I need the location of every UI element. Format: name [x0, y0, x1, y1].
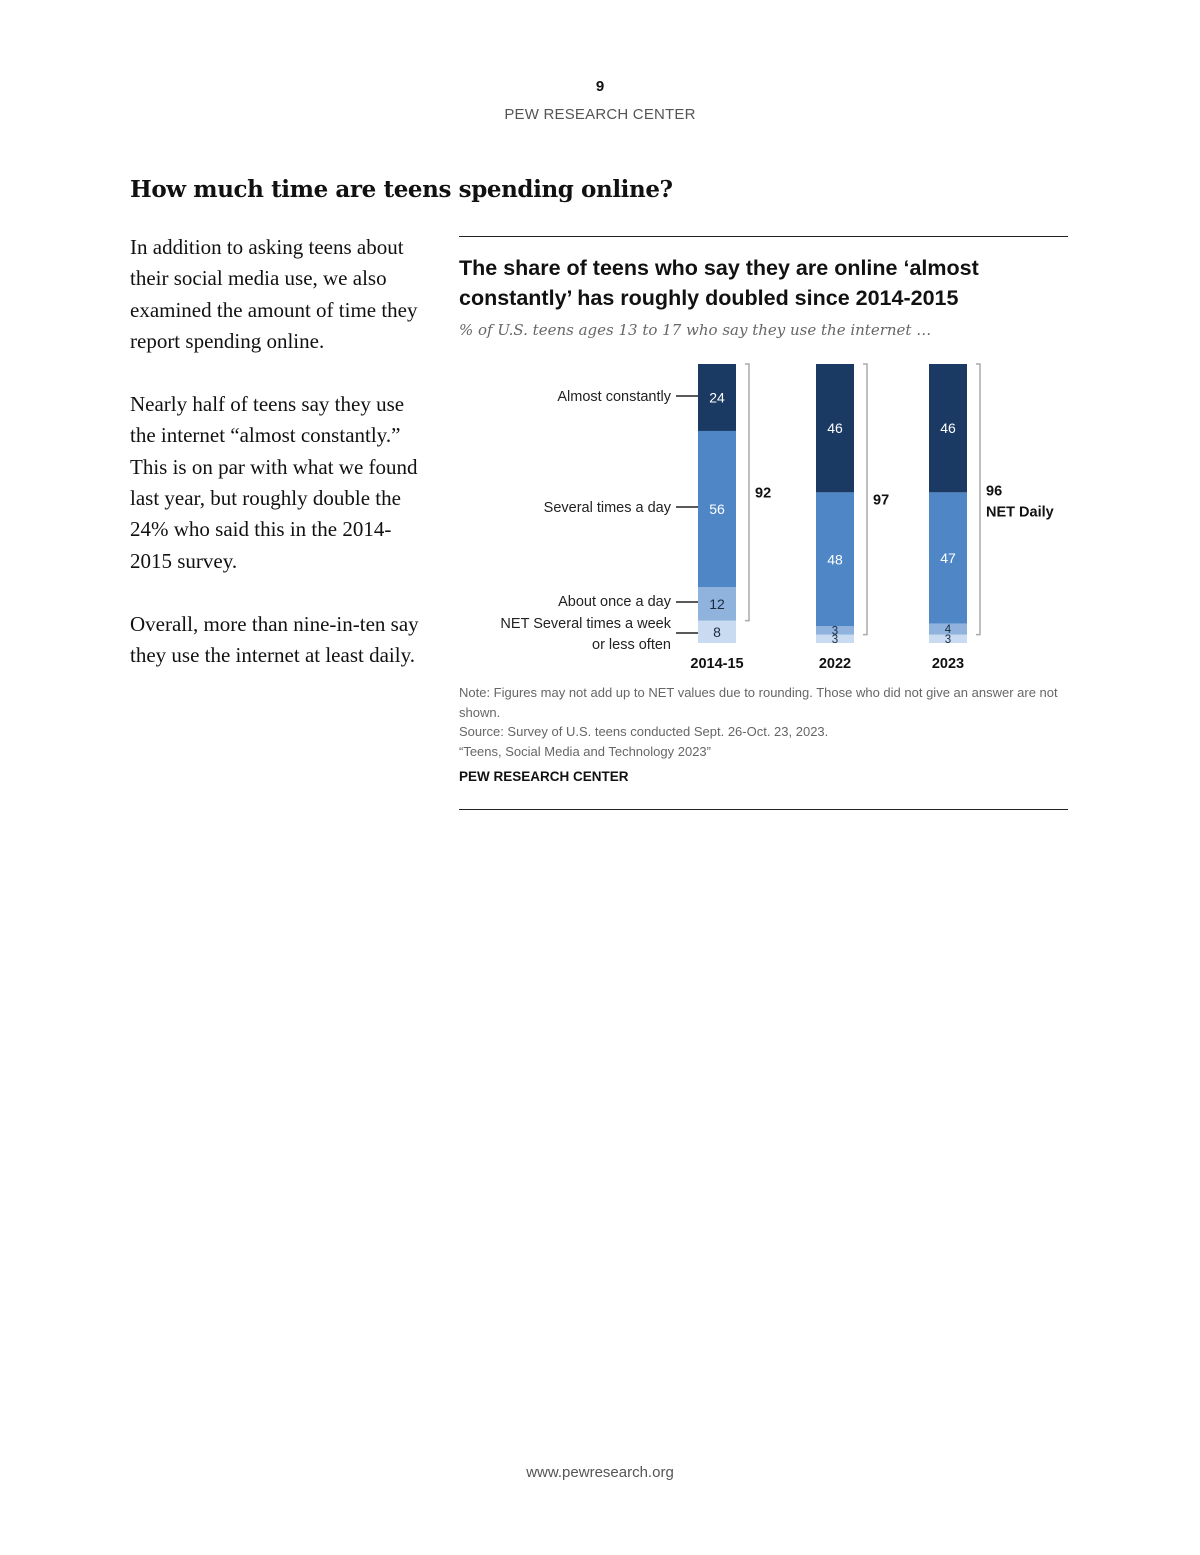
data-label: 56	[709, 501, 725, 517]
header-organization: PEW RESEARCH CENTER	[504, 106, 696, 123]
data-label: 3	[945, 634, 951, 646]
chart-source: Source: Survey of U.S. teens conducted S…	[459, 724, 829, 739]
page-number: 9	[595, 78, 605, 95]
stacked-bar-chart: 81256242014-1592334846202297344746202396…	[500, 363, 1054, 672]
x-tick-label: 2022	[819, 656, 851, 672]
chart-title: The share of teens who say they are onli…	[459, 256, 979, 310]
chart-organization: PEW RESEARCH CENTER	[459, 769, 629, 784]
data-label: 48	[827, 551, 843, 567]
chart-notes: Note: Figures may not add up to NET valu…	[459, 683, 1059, 761]
data-label: 8	[713, 624, 721, 640]
legend-label-about-once-a-day: About once a day	[558, 594, 672, 610]
paragraph: Nearly half of teens say they use the in…	[130, 392, 418, 573]
chart-figure: The share of teens who say they are onli…	[459, 236, 1068, 810]
bar-segment	[929, 364, 967, 493]
net-daily-bracket	[976, 363, 981, 636]
data-label: 47	[940, 550, 956, 566]
x-tick-label: 2023	[932, 656, 964, 672]
body-text: In addition to asking teens about their …	[130, 232, 430, 704]
net-daily-value: 97	[873, 492, 889, 508]
net-daily-value: 92	[755, 485, 771, 501]
legend-label-almost-constantly: Almost constantly	[557, 389, 671, 405]
bar-segment	[698, 430, 736, 588]
data-label: 46	[827, 420, 843, 436]
bar-segment	[698, 587, 736, 621]
net-daily-bracket	[863, 363, 868, 636]
section-title: How much time are teens spending online?	[130, 176, 673, 203]
bar-segment	[698, 620, 736, 643]
net-daily-value: 96	[986, 483, 1002, 499]
data-label: 4	[945, 624, 952, 636]
x-tick-label: 2014-15	[690, 656, 743, 672]
paragraph: In addition to asking teens about their …	[130, 235, 418, 353]
bar-segment	[816, 634, 854, 643]
chart-subtitle: % of U.S. teens ages 13 to 17 who say th…	[459, 321, 932, 339]
legend-label-several-times-a-day: Several times a day	[544, 500, 672, 516]
bar-segment	[929, 623, 967, 635]
bar-segment	[929, 492, 967, 624]
footer-url: www.pewresearch.org	[526, 1464, 674, 1481]
bar-segment	[816, 492, 854, 627]
paragraph: Overall, more than nine-in-ten say they …	[130, 611, 419, 668]
net-daily-label: NET Daily	[986, 504, 1054, 520]
legend-label-net-weekly-line2: or less often	[592, 637, 671, 653]
data-label: 3	[832, 634, 838, 646]
legend-label-net-weekly: NET Several times a week	[500, 616, 671, 632]
chart-report-title: “Teens, Social Media and Technology 2023…	[459, 743, 711, 759]
data-label: 12	[709, 596, 725, 612]
bar-segment	[698, 364, 736, 431]
data-label: 46	[940, 420, 956, 436]
chart-note: Note: Figures may not add up to NET valu…	[459, 685, 1058, 720]
bar-segment	[816, 626, 854, 635]
data-label: 3	[832, 625, 838, 637]
bar-segment	[929, 634, 967, 643]
net-daily-bracket	[745, 363, 750, 622]
data-label: 24	[709, 389, 725, 405]
bar-segment	[816, 364, 854, 493]
